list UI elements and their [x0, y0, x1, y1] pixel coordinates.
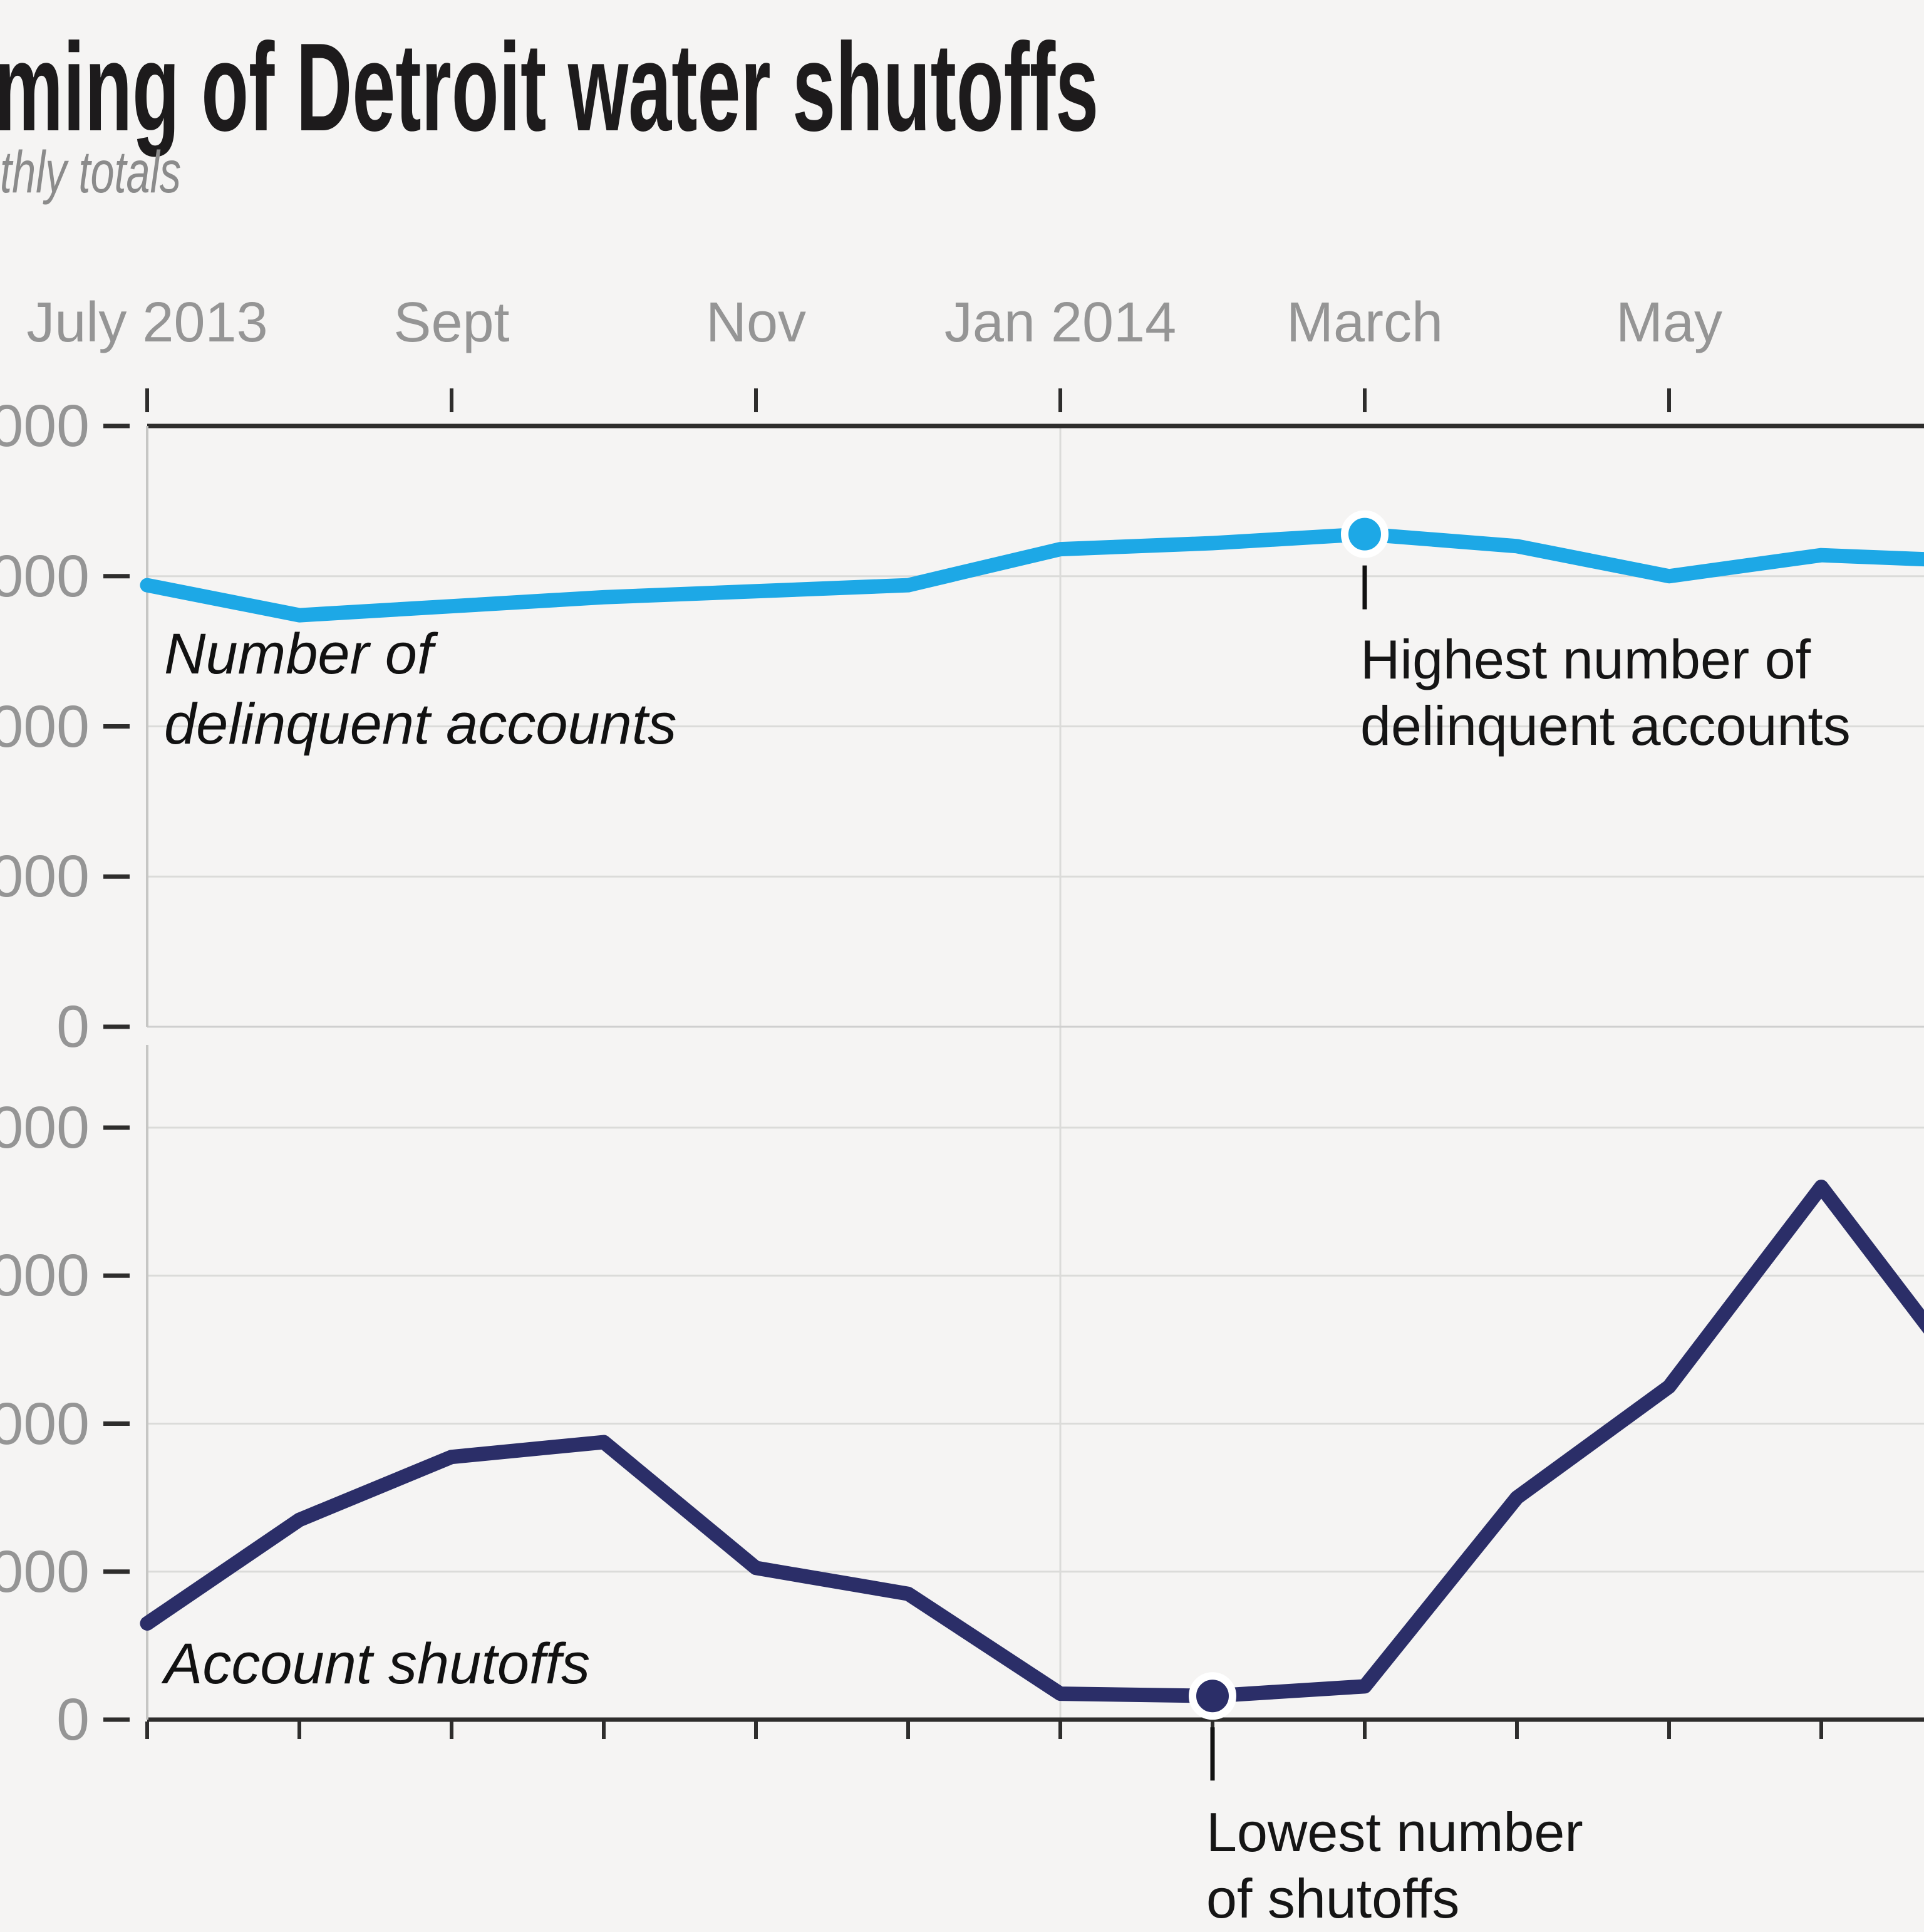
top-y-axis-label: 0 — [56, 994, 90, 1060]
x-axis-label: Jan 2014 — [944, 291, 1177, 354]
x-axis-label: July 2013 — [26, 291, 268, 354]
shutoffs-series-label-line1: Account shutoffs — [164, 1632, 591, 1696]
x-axis-label: May — [1615, 291, 1723, 354]
highest-point-dot — [1341, 510, 1389, 558]
page-title: The timing of Detroit water shutoffs — [0, 18, 1099, 157]
lowest-annotation-line1: Lowest number — [1206, 1801, 1583, 1863]
highest-annotation-line2: delinquent accounts — [1360, 695, 1851, 757]
bottom-y-axis-label: 8,000 — [0, 1094, 90, 1161]
lowest-annotation: Lowest number of shutoffs — [1206, 1799, 1583, 1932]
top-y-axis-label: 100,000 — [0, 393, 90, 459]
delinquent-series-label-line2: delinquent accounts — [164, 692, 677, 756]
delinquent-accounts-line — [140, 527, 1924, 623]
x-axis-label: March — [1286, 291, 1444, 354]
x-axis-label: Sept — [393, 291, 510, 354]
shutoffs-series-label: Account shutoffs — [164, 1629, 590, 1699]
top-y-axis-label: 25,000 — [0, 843, 90, 910]
bottom-y-axis-label: 6,000 — [0, 1242, 90, 1309]
bottom-y-axis-label: 4,000 — [0, 1390, 90, 1457]
highest-annotation: Highest number of delinquent accounts — [1360, 626, 1851, 759]
lowest-point-dot — [1189, 1672, 1236, 1720]
bottom-y-axis-label: 0 — [56, 1686, 90, 1753]
delinquent-series-label: Number of delinquent accounts — [164, 619, 676, 759]
x-axis-label: Nov — [705, 291, 807, 354]
lowest-annotation-line2: of shutoffs — [1206, 1867, 1460, 1929]
delinquent-series-label-line1: Number of — [164, 622, 433, 686]
account-shutoffs-line — [140, 1180, 1924, 1703]
highest-annotation-line1: Highest number of — [1360, 628, 1811, 690]
page-subtitle: Monthly totals — [0, 139, 181, 205]
top-y-axis-label: 75,000 — [0, 543, 90, 610]
x-axis-label: July — [1848, 294, 1924, 351]
bottom-y-axis-label: 2,000 — [0, 1538, 90, 1605]
top-y-axis-label: 50,000 — [0, 693, 90, 760]
